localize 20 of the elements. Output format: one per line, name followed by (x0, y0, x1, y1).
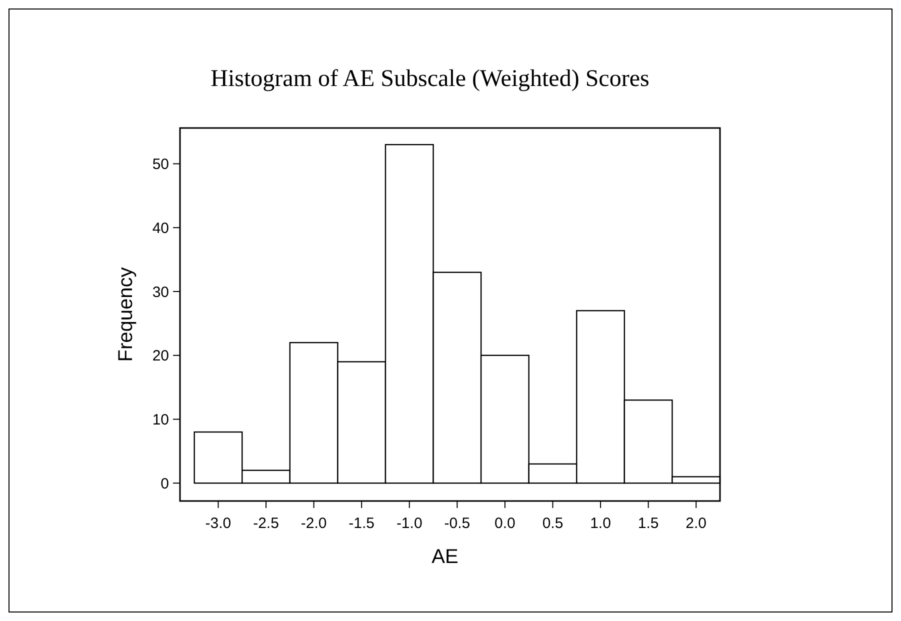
x-tick-label: -2.0 (300, 515, 327, 532)
x-tick-label: 0.5 (542, 515, 564, 532)
chart-title: Histogram of AE Subscale (Weighted) Scores (210, 66, 650, 92)
x-tick-label: -0.5 (444, 515, 470, 532)
y-tick-label: 20 (152, 348, 169, 365)
x-tick-label: -1.5 (348, 515, 375, 532)
y-tick-label: 10 (152, 411, 169, 428)
x-tick-label: 1.0 (590, 515, 611, 532)
x-tick-label: 1.5 (638, 515, 659, 532)
y-tick-label: 50 (152, 156, 169, 174)
x-tick-label: -2.5 (253, 515, 279, 532)
x-tick-label: -1.0 (396, 515, 422, 532)
x-tick-label: -3.0 (205, 515, 232, 532)
x-tick-label: 0.0 (494, 515, 516, 532)
y-tick-label: 30 (152, 284, 169, 301)
y-tick-label: 0 (160, 475, 169, 492)
x-axis-title: AE (432, 546, 458, 568)
y-axis-title: Frequency (115, 267, 137, 362)
x-tick-label: 2.0 (686, 515, 707, 532)
y-tick-label: 40 (152, 220, 169, 237)
